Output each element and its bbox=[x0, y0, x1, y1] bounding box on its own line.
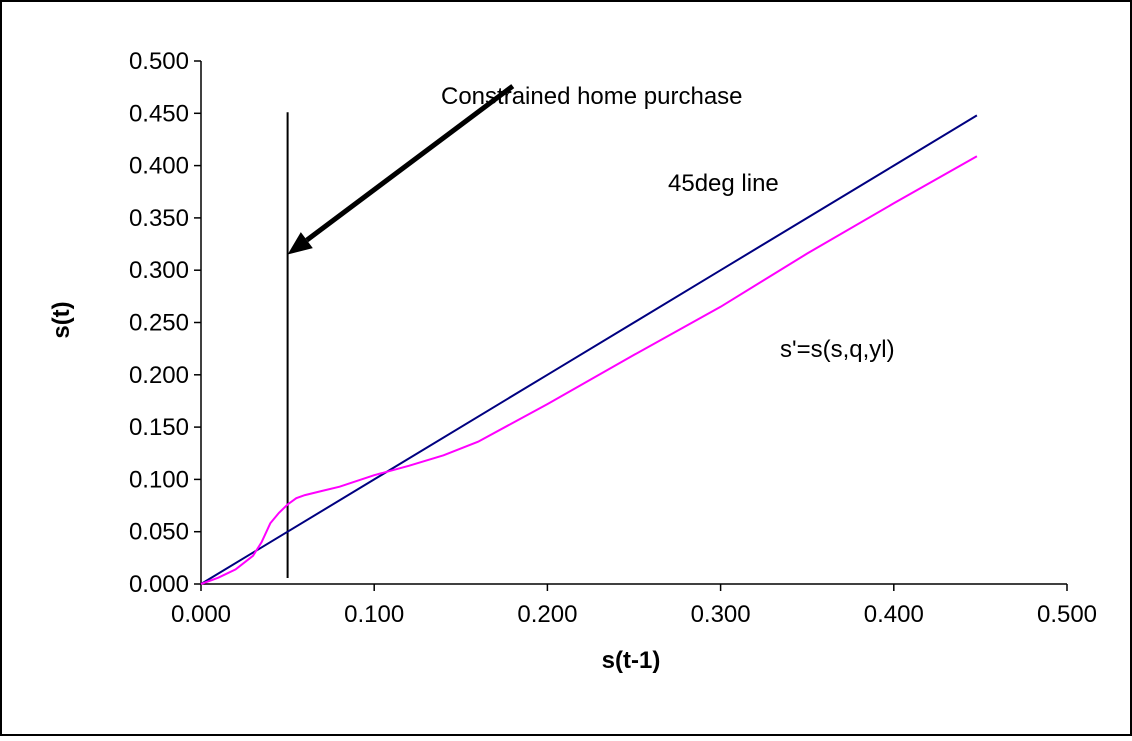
annotation-s-function: s'=s(s,q,yl) bbox=[780, 336, 895, 363]
y-tick-label: 0.150 bbox=[129, 414, 189, 441]
series-layer bbox=[200, 114, 978, 585]
x-axis-title: s(t-1) bbox=[602, 647, 661, 674]
annotation-arrow-head bbox=[287, 232, 313, 255]
x-tick-label: 0.300 bbox=[691, 601, 751, 628]
y-tick-label: 0.200 bbox=[129, 362, 189, 389]
series-45deg-line bbox=[200, 114, 978, 585]
annotation-arrow-shaft bbox=[305, 84, 515, 243]
x-tick-label: 0.400 bbox=[864, 601, 924, 628]
x-tick-label: 0.500 bbox=[1037, 601, 1097, 628]
y-tick-label: 0.500 bbox=[129, 48, 189, 75]
x-tick-label: 0.000 bbox=[171, 601, 231, 628]
annotation-constrained-home-purchase: Constrained home purchase bbox=[441, 83, 743, 110]
annotation-45deg-line: 45deg line bbox=[668, 170, 779, 197]
y-tick-label: 0.400 bbox=[129, 153, 189, 180]
tick-labels: 0.000 0.050 0.100 0.150 0.200 0.250 0.300 0.350… bbox=[129, 48, 1097, 628]
y-tick-label: 0.100 bbox=[129, 466, 189, 493]
x-tick-label: 0.200 bbox=[517, 601, 577, 628]
series-savings-function bbox=[200, 155, 978, 585]
y-axis-title: s(t) bbox=[48, 301, 75, 338]
y-tick-label: 0.300 bbox=[129, 257, 189, 284]
y-tick-label: 0.000 bbox=[129, 571, 189, 598]
y-tick-label: 0.350 bbox=[129, 205, 189, 232]
axes bbox=[194, 60, 1068, 591]
y-tick-label: 0.450 bbox=[129, 100, 189, 127]
y-tick-label: 0.250 bbox=[129, 310, 189, 337]
y-tick-label: 0.050 bbox=[129, 519, 189, 546]
x-tick-label: 0.100 bbox=[344, 601, 404, 628]
annotations: Constrained home purchase 45deg line s'=… bbox=[287, 83, 895, 363]
